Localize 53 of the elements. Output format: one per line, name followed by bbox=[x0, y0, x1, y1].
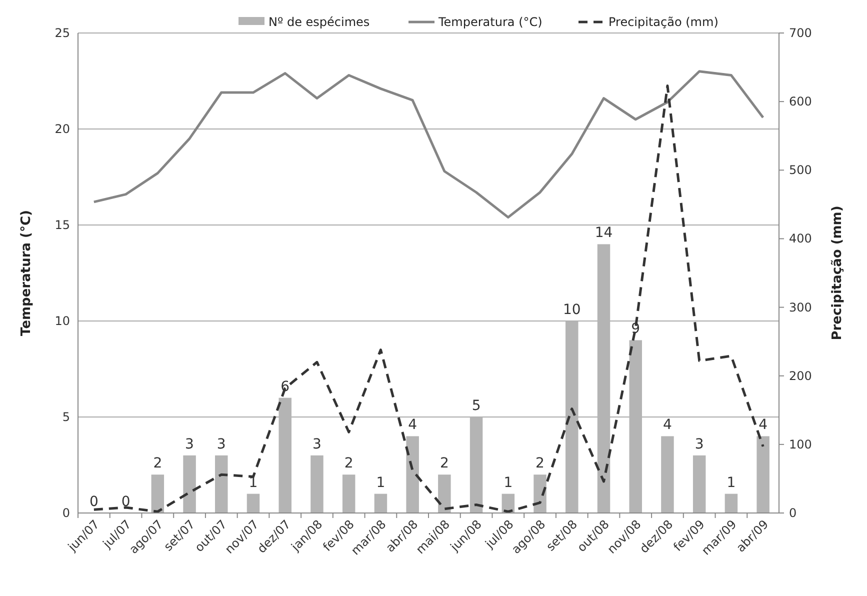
data-label: 1 bbox=[504, 474, 513, 491]
data-label: 2 bbox=[536, 456, 544, 472]
y2-tick-label: 0 bbox=[789, 506, 797, 520]
y2-tick-label: 700 bbox=[789, 26, 812, 40]
data-label: 2 bbox=[440, 456, 449, 472]
y-tick-label: 0 bbox=[62, 506, 70, 520]
bar bbox=[310, 455, 324, 513]
legend-label: Nº de espécimes bbox=[268, 15, 370, 29]
y2-tick-label: 500 bbox=[789, 163, 812, 178]
y2-tick-label: 200 bbox=[789, 368, 812, 383]
bar bbox=[692, 455, 706, 513]
y2-tick-label: 300 bbox=[789, 300, 812, 314]
bar bbox=[215, 455, 228, 513]
data-label: 3 bbox=[216, 436, 226, 452]
y-tick-label: 5 bbox=[62, 410, 70, 424]
data-label: 2 bbox=[344, 456, 354, 472]
bar bbox=[438, 474, 451, 513]
legend-label: Temperatura (°C) bbox=[438, 15, 542, 29]
y2-tick-label: 100 bbox=[789, 437, 812, 452]
bar bbox=[246, 494, 260, 513]
y-tick-label: 25 bbox=[54, 26, 70, 40]
data-label: 14 bbox=[594, 225, 613, 242]
data-label: 4 bbox=[663, 417, 672, 434]
bar bbox=[342, 474, 356, 513]
y2-axis-title: Precipitação (mm) bbox=[830, 206, 845, 340]
data-label: 1 bbox=[376, 474, 386, 491]
data-label: 4 bbox=[408, 417, 418, 434]
data-label: 0 bbox=[89, 494, 98, 510]
bar bbox=[534, 474, 546, 513]
bar bbox=[151, 474, 164, 513]
bar bbox=[756, 436, 770, 513]
y2-tick-label: 600 bbox=[789, 94, 812, 109]
y-tick-label: 20 bbox=[54, 122, 70, 136]
data-label: 5 bbox=[472, 398, 481, 414]
data-label: 3 bbox=[312, 436, 322, 452]
y-tick-label: 15 bbox=[54, 218, 70, 232]
bar bbox=[406, 436, 419, 513]
bar bbox=[724, 494, 738, 513]
line-series bbox=[92, 70, 764, 219]
y2-tick-label: 400 bbox=[789, 232, 812, 246]
y-axis-title: Temperatura (°C) bbox=[19, 210, 34, 336]
data-label: 3 bbox=[694, 436, 704, 452]
data-label: 1 bbox=[726, 474, 736, 491]
data-label: 2 bbox=[153, 456, 162, 472]
data-label: 4 bbox=[758, 417, 768, 434]
bar bbox=[661, 436, 674, 513]
legend-label: Precipitação (mm) bbox=[608, 15, 718, 29]
y-tick-label: 10 bbox=[54, 314, 70, 328]
bar bbox=[374, 494, 388, 513]
data-label: 3 bbox=[185, 436, 194, 452]
data-label: 0 bbox=[121, 494, 130, 510]
data-label: 10 bbox=[562, 302, 581, 318]
bar bbox=[183, 455, 196, 513]
